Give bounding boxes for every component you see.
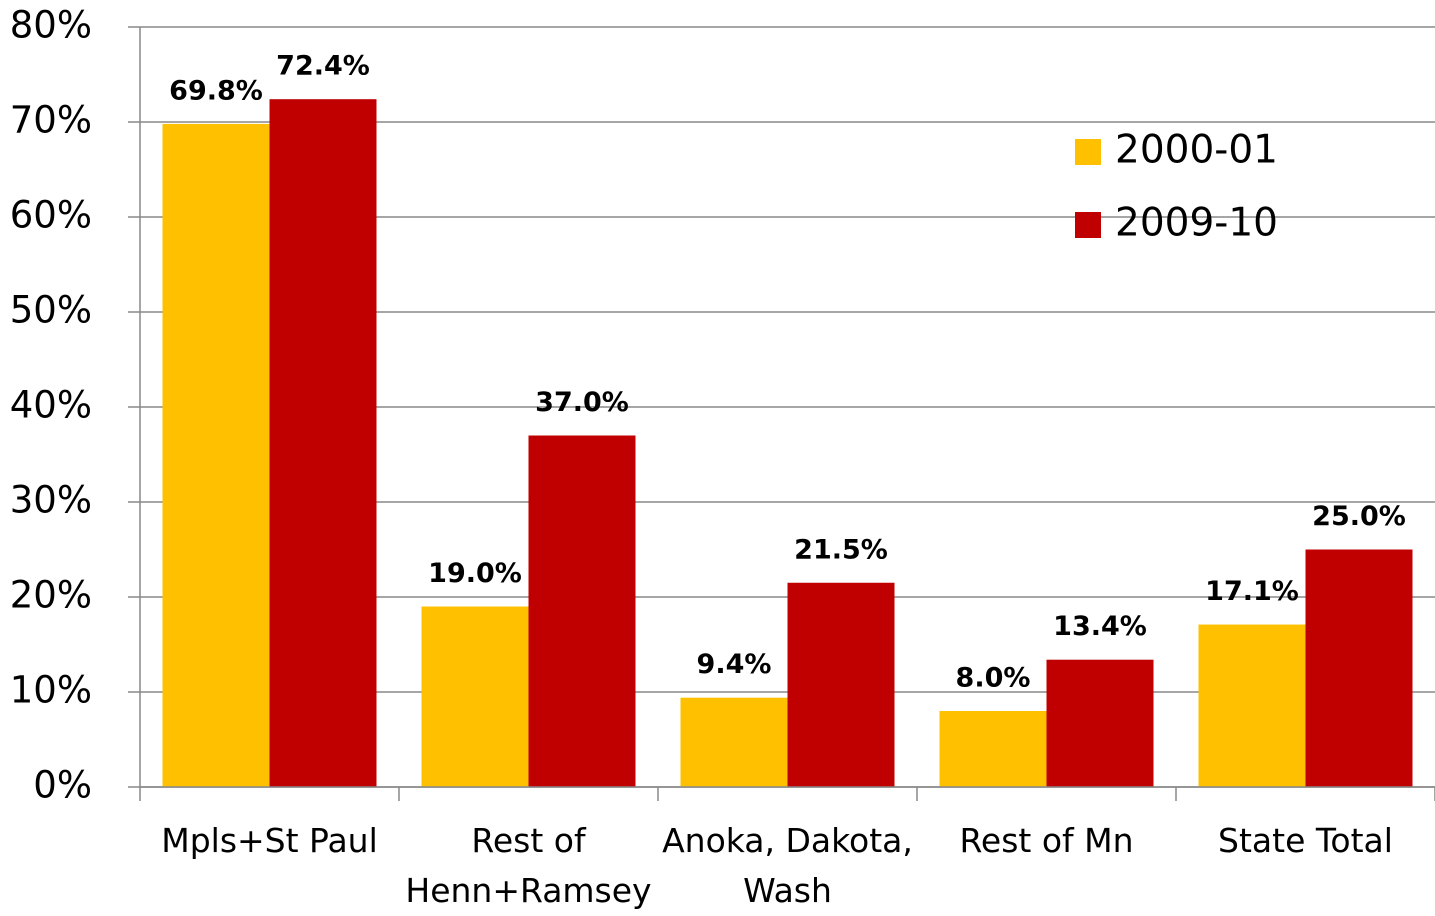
bar [940, 711, 1047, 787]
value-label: 72.4% [276, 51, 370, 82]
value-label: 13.4% [1053, 611, 1147, 642]
y-tick-label: 70% [10, 99, 92, 142]
x-tick-label: Anoka, Dakota, Wash [648, 816, 928, 916]
legend-swatch [1075, 212, 1101, 238]
value-label: 69.8% [169, 75, 263, 106]
legend-swatch [1075, 139, 1101, 165]
x-tick-label: State Total [1166, 816, 1435, 866]
bar [422, 607, 529, 788]
legend-label: 2000-01 [1115, 128, 1278, 173]
bar [1306, 550, 1413, 788]
bar [270, 99, 377, 787]
y-tick-label: 80% [10, 4, 92, 47]
value-label: 8.0% [956, 663, 1031, 694]
bar [788, 583, 895, 787]
bar [1047, 660, 1154, 787]
x-tick-label: Mpls+St Paul [130, 816, 410, 866]
bar [681, 698, 788, 787]
y-tick-label: 10% [10, 669, 92, 712]
value-label: 37.0% [535, 387, 629, 418]
bar [163, 124, 270, 787]
value-label: 21.5% [794, 534, 888, 565]
y-tick-label: 60% [10, 194, 92, 237]
value-label: 25.0% [1312, 501, 1406, 532]
y-tick-label: 0% [33, 764, 92, 807]
bar [529, 436, 636, 788]
value-label: 19.0% [428, 558, 522, 589]
value-label: 9.4% [697, 649, 772, 680]
bar [1199, 625, 1306, 787]
y-tick-label: 20% [10, 574, 92, 617]
x-tick-label: Rest of Mn [907, 816, 1187, 866]
y-tick-label: 30% [10, 479, 92, 522]
y-tick-label: 50% [10, 289, 92, 332]
legend-label: 2009-10 [1115, 201, 1278, 246]
x-tick-label: Rest of Henn+Ramsey [389, 816, 669, 916]
y-tick-label: 40% [10, 384, 92, 427]
value-label: 17.1% [1205, 576, 1299, 607]
